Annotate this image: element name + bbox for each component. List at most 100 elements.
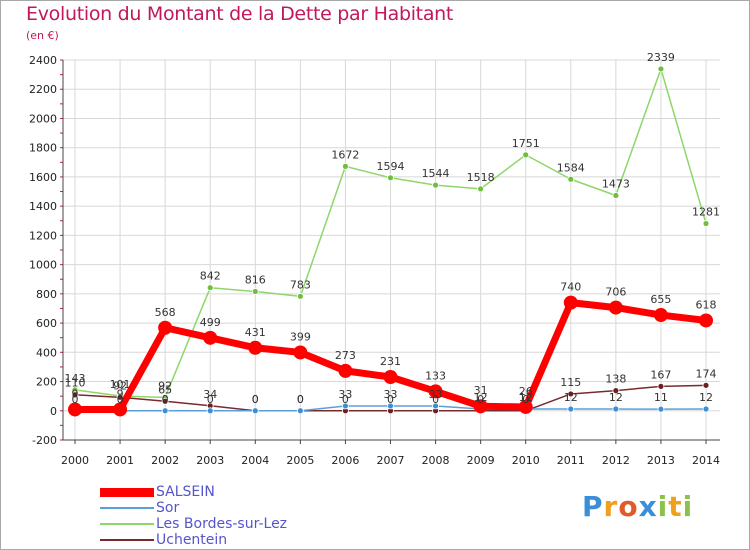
- data-point-les-bordes-sur-lez: [206, 284, 214, 292]
- x-tick-label: 2007: [377, 454, 405, 467]
- y-tick-label: 800: [36, 288, 57, 301]
- data-point-salsein: [68, 402, 82, 417]
- data-point-salsein: [653, 308, 668, 323]
- logo-letter: i: [657, 490, 669, 523]
- logo-letter: i: [682, 490, 694, 523]
- data-label-uchentein: 0: [522, 393, 529, 406]
- logo-letter: r: [603, 490, 619, 523]
- data-point-salsein: [428, 384, 443, 399]
- data-point-salsein: [608, 300, 623, 315]
- logo-letter: o: [618, 490, 639, 523]
- y-tick-label: 400: [36, 346, 57, 359]
- data-label-salsein: 568: [155, 306, 176, 319]
- y-tick-label: -200: [32, 434, 57, 447]
- legend-swatch: [100, 523, 154, 525]
- data-label-sor: 11: [654, 391, 668, 404]
- data-label-salsein: 499: [200, 316, 221, 329]
- data-label-sor: 0: [207, 393, 214, 406]
- data-label-les-bordes-sur-lez: 1751: [512, 137, 540, 150]
- data-label-les-bordes-sur-lez: 1281: [692, 206, 720, 219]
- x-tick-label: 2003: [196, 454, 224, 467]
- data-point-uchentein: [657, 382, 665, 390]
- data-point-uchentein: [612, 387, 620, 395]
- data-point-uchentein: [71, 391, 79, 399]
- data-point-sor: [296, 407, 304, 415]
- data-label-sor: 33: [384, 388, 398, 401]
- legend-swatch: [100, 539, 154, 541]
- data-point-salsein: [338, 363, 353, 378]
- data-point-sor: [432, 402, 439, 410]
- data-label-uchentein: 92: [113, 379, 127, 392]
- chart-title: Evolution du Montant de la Dette par Hab…: [26, 3, 454, 25]
- data-point-salsein: [699, 313, 713, 328]
- data-label-sor: 0: [117, 393, 124, 406]
- data-label-sor: 0: [162, 393, 169, 406]
- x-tick-label: 2013: [647, 454, 675, 467]
- data-point-les-bordes-sur-lez: [702, 220, 710, 227]
- logo-letter: x: [638, 490, 658, 523]
- data-label-uchentein: 110: [65, 377, 86, 390]
- x-tick-label: 2011: [557, 454, 585, 467]
- data-point-les-bordes-sur-lez: [477, 185, 485, 193]
- data-point-les-bordes-sur-lez: [567, 175, 575, 183]
- data-label-les-bordes-sur-lez: 1544: [422, 167, 450, 180]
- data-label-salsein: 133: [425, 369, 446, 382]
- data-label-uchentein: 167: [650, 368, 671, 381]
- series-layer: [68, 65, 713, 417]
- data-label-uchentein: 0: [297, 393, 304, 406]
- data-point-salsein: [203, 330, 218, 345]
- data-point-sor: [206, 407, 214, 415]
- data-point-les-bordes-sur-lez: [387, 174, 394, 182]
- data-point-les-bordes-sur-lez: [342, 162, 349, 170]
- data-point-sor: [342, 402, 349, 410]
- data-label-les-bordes-sur-lez: 143: [65, 372, 86, 385]
- data-label-les-bordes-sur-lez: 1672: [331, 148, 359, 161]
- data-label-sor: 12: [519, 391, 533, 404]
- data-point-les-bordes-sur-lez: [657, 65, 665, 73]
- data-label-sor: 33: [429, 388, 443, 401]
- data-label-sor: 0: [72, 393, 79, 406]
- legend-label: Les Bordes-sur-Lez: [156, 516, 288, 532]
- data-point-salsein: [383, 370, 398, 385]
- data-label-salsein: 706: [605, 286, 626, 299]
- data-label-uchentein: 0: [477, 393, 484, 406]
- x-tick-label: 2008: [422, 454, 450, 467]
- y-tick-label: 2400: [29, 54, 57, 67]
- data-point-uchentein: [567, 390, 575, 398]
- chart-subtitle: (en €): [26, 29, 59, 42]
- series-salsein: [68, 295, 713, 417]
- data-point-sor: [702, 405, 710, 413]
- data-point-les-bordes-sur-lez: [612, 192, 620, 199]
- legend-swatch: [100, 487, 154, 497]
- data-point-sor: [567, 405, 575, 413]
- data-label-salsein: 740: [560, 281, 581, 294]
- axes: -200020040060080010001200140016001800200…: [29, 54, 720, 467]
- data-label-salsein: 9: [72, 387, 79, 400]
- data-label-les-bordes-sur-lez: 842: [200, 270, 221, 283]
- data-label-les-bordes-sur-lez: 1473: [602, 177, 630, 190]
- data-point-sor: [612, 405, 620, 413]
- data-label-les-bordes-sur-lez: 816: [245, 274, 266, 287]
- y-tick-label: 1000: [29, 259, 57, 272]
- data-point-uchentein: [161, 397, 169, 405]
- x-tick-label: 2014: [692, 454, 720, 467]
- data-label-les-bordes-sur-lez: 1594: [377, 160, 405, 173]
- data-label-les-bordes-sur-lez: 783: [290, 278, 311, 291]
- data-label-salsein: 273: [335, 349, 356, 362]
- data-point-sor: [161, 407, 169, 415]
- data-point-salsein: [113, 402, 128, 417]
- y-tick-label: 1800: [29, 142, 57, 155]
- data-label-uchentein: 115: [560, 376, 581, 389]
- data-point-salsein: [473, 399, 488, 414]
- data-label-les-bordes-sur-lez: 101: [110, 378, 131, 391]
- data-point-salsein: [248, 340, 263, 355]
- data-point-salsein: [293, 345, 308, 360]
- data-point-les-bordes-sur-lez: [296, 292, 304, 300]
- data-point-uchentein: [702, 381, 710, 389]
- data-label-salsein: 26: [519, 385, 533, 398]
- x-tick-label: 2004: [241, 454, 269, 467]
- y-tick-label: 1600: [29, 171, 57, 184]
- data-label-salsein: 618: [696, 298, 717, 311]
